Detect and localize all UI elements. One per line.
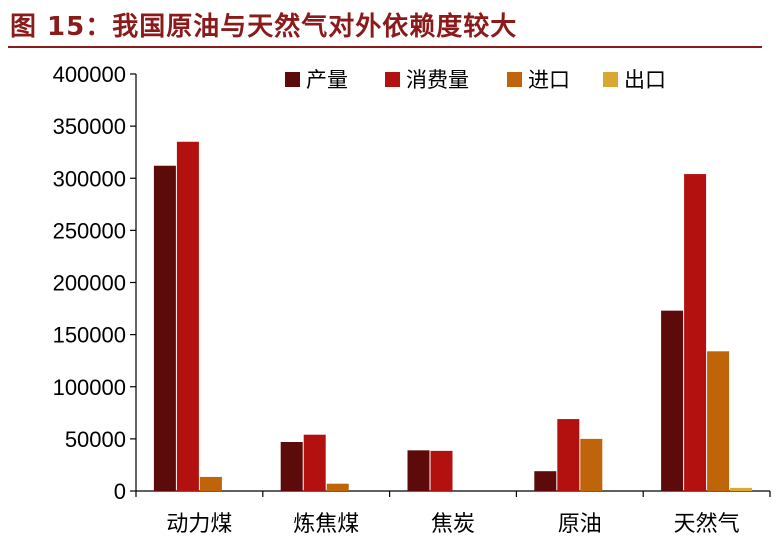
- bar: [326, 483, 349, 491]
- bar: [684, 174, 707, 491]
- legend-swatch: [285, 72, 300, 87]
- x-category-label: 原油: [558, 512, 602, 537]
- bar: [153, 165, 176, 492]
- chart-title: 图 15：我国原油与天然气对外依赖度较大: [10, 12, 518, 42]
- y-tick-label: 150000: [53, 323, 126, 348]
- y-tick-label: 200000: [53, 271, 126, 296]
- bar: [407, 450, 430, 491]
- legend-label: 出口: [624, 68, 666, 92]
- bar: [557, 419, 580, 491]
- bar: [176, 141, 199, 491]
- y-tick-label: 350000: [53, 114, 126, 139]
- x-category-label: 炼焦煤: [293, 512, 359, 537]
- legend-label: 产量: [306, 68, 348, 92]
- legend-swatch: [385, 72, 400, 87]
- y-tick-label: 300000: [53, 166, 126, 191]
- x-category-label: 焦炭: [431, 512, 475, 537]
- bar: [280, 442, 303, 491]
- y-tick-label: 50000: [65, 427, 126, 452]
- bar: [661, 310, 684, 491]
- bar: [534, 471, 557, 491]
- title-divider: [8, 46, 762, 48]
- bar: [730, 487, 753, 491]
- bar: [580, 438, 603, 491]
- bar: [430, 450, 453, 491]
- bar: [303, 434, 326, 491]
- legend-label: 消费量: [406, 68, 469, 92]
- bar: [707, 351, 730, 491]
- legend-swatch: [507, 72, 522, 87]
- x-category-label: 天然气: [674, 512, 740, 537]
- legend-label: 进口: [528, 68, 570, 92]
- y-tick-label: 100000: [53, 375, 126, 400]
- y-tick-label: 0: [114, 479, 126, 504]
- x-category-label: 动力煤: [166, 512, 232, 537]
- y-tick-label: 400000: [53, 62, 126, 87]
- y-tick-label: 250000: [53, 218, 126, 243]
- bar: [199, 476, 222, 491]
- legend-swatch: [603, 72, 618, 87]
